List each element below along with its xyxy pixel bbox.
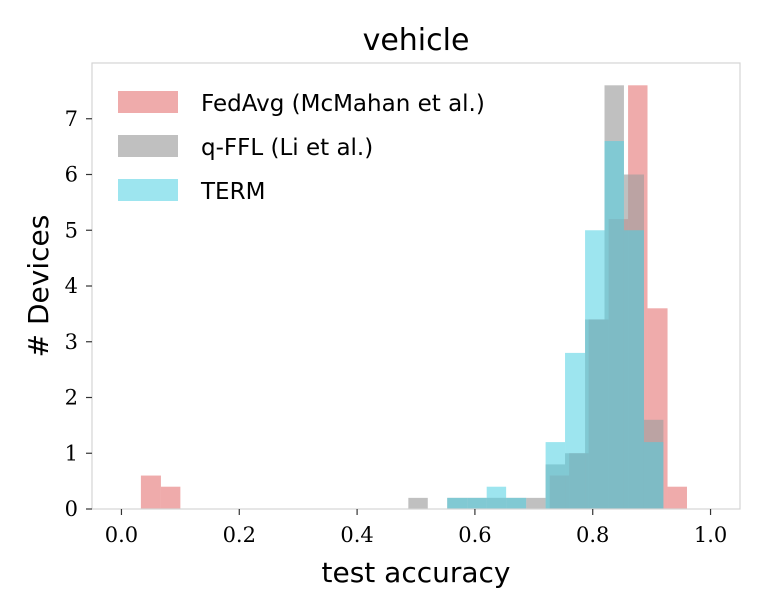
x-tick-label: 0.6 [458,523,491,547]
legend-label: q-FFL (Li et al.) [201,135,373,161]
histogram-bar-s1-b5 [526,497,546,509]
x-tick-label: 1.0 [694,523,727,547]
y-tick-label: 6 [65,163,78,187]
histogram-bar-s0-b8 [667,486,687,509]
legend-label: TERM [200,179,265,205]
y-tick-label: 5 [65,218,78,242]
histogram-bar-s2-b2 [486,486,507,509]
histogram-bar-s2-b8 [604,141,624,510]
histogram-bar-s2-b5 [545,442,566,509]
histogram-bar-s2-b10 [643,442,664,509]
histogram-bar-s2-b0 [447,497,468,509]
histogram-bar-s2-b7 [585,230,605,509]
bars-layer [140,85,687,510]
histogram-bar-s0-b1 [160,486,181,509]
histogram-bar-s2-b9 [623,230,644,509]
y-tick-label: 0 [65,497,78,521]
y-tick-label: 7 [65,107,78,131]
legend: FedAvg (McMahan et al.) q-FFL (Li et al.)… [118,91,485,205]
y-tick-label: 3 [65,330,78,354]
x-tick-label: 0.0 [105,523,138,547]
histogram-bar-s0-b0 [140,475,161,509]
legend-swatch [118,135,178,157]
histogram-bar-s2-b1 [467,497,487,509]
x-tick-label: 0.2 [223,523,256,547]
histogram-bar-s1-b0 [408,497,428,509]
histogram-bar-s2-b6 [565,352,586,509]
y-tick-label: 1 [65,441,78,465]
legend-swatch [118,179,178,201]
histogram-bar-s2-b3 [506,497,527,509]
y-axis-label: # Devices [22,215,55,358]
chart-title: vehicle [363,23,470,58]
y-tick-label: 2 [65,386,78,410]
legend-swatch [118,91,178,113]
x-axis-label: test accuracy [322,556,511,589]
x-tick-label: 0.8 [576,523,609,547]
legend-label: FedAvg (McMahan et al.) [201,91,485,117]
x-tick-label: 0.4 [340,523,373,547]
ticks-layer: 0.0 0.2 0.4 0.6 0.8 1.0 0 1 2 3 4 5 6 7 [65,107,728,547]
y-tick-label: 4 [65,274,78,298]
